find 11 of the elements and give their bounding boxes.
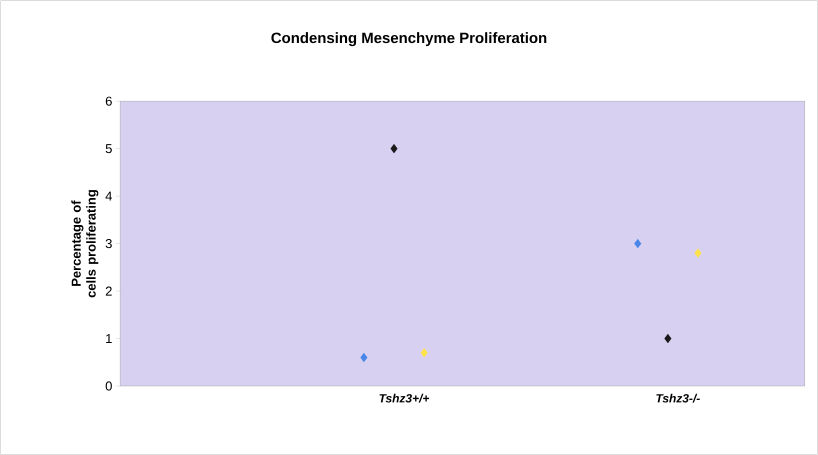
- x-tick-label: Tshz3-/-: [656, 394, 700, 403]
- y-tick-label: 6: [106, 96, 112, 106]
- y-tick-label: 5: [106, 144, 112, 154]
- y-tick-label: 0: [106, 381, 112, 391]
- y-axis-title: Percentage of cells proliferating: [71, 190, 98, 298]
- chart-title: Condensing Mesenchyme Proliferation: [271, 32, 546, 46]
- x-tick-label: Tshz3+/+: [380, 394, 430, 403]
- y-tick-label: 3: [106, 238, 112, 248]
- y-tick-label: 2: [106, 286, 112, 296]
- y-tick-label: 1: [106, 334, 112, 343]
- y-tick-label: 4: [105, 192, 112, 200]
